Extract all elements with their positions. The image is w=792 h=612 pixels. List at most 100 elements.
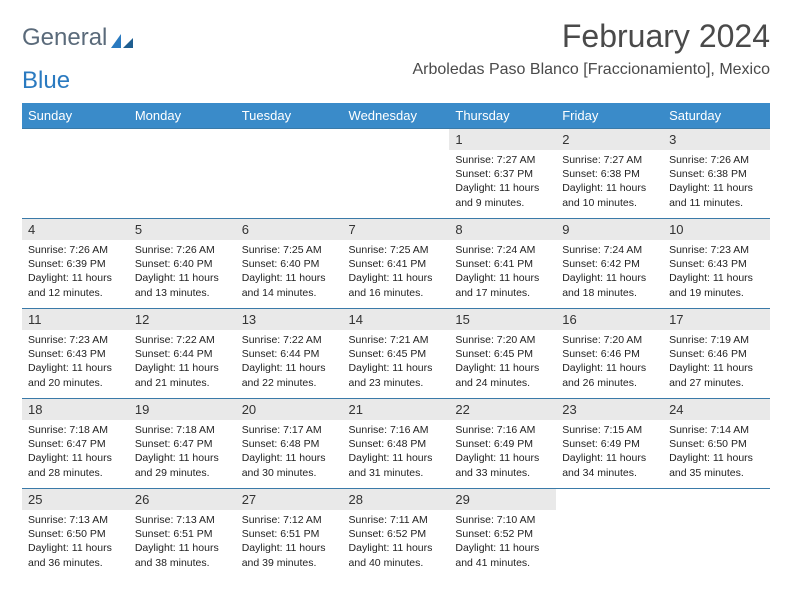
day-number: 28 [343,489,450,510]
day-number: 3 [663,129,770,150]
day-number: 27 [236,489,343,510]
calendar-week: 4Sunrise: 7:26 AMSunset: 6:39 PMDaylight… [22,219,770,309]
day-details: Sunrise: 7:11 AMSunset: 6:52 PMDaylight:… [343,510,450,576]
calendar-cell [343,129,450,219]
day-number: 17 [663,309,770,330]
calendar-cell: 1Sunrise: 7:27 AMSunset: 6:37 PMDaylight… [449,129,556,219]
weekday-header: Sunday [22,103,129,129]
calendar-head: SundayMondayTuesdayWednesdayThursdayFrid… [22,103,770,129]
logo-sail-icon [109,29,135,47]
weekday-header: Tuesday [236,103,343,129]
day-number: 22 [449,399,556,420]
day-number: 25 [22,489,129,510]
weekday-header: Friday [556,103,663,129]
calendar-week: 1Sunrise: 7:27 AMSunset: 6:37 PMDaylight… [22,129,770,219]
calendar-week: 18Sunrise: 7:18 AMSunset: 6:47 PMDayligh… [22,399,770,489]
calendar-cell: 25Sunrise: 7:13 AMSunset: 6:50 PMDayligh… [22,489,129,579]
logo: General [22,18,135,52]
day-number: 9 [556,219,663,240]
logo-text-a: General [22,24,107,52]
location-subtitle: Arboledas Paso Blanco [Fraccionamiento],… [412,61,770,79]
day-details: Sunrise: 7:23 AMSunset: 6:43 PMDaylight:… [663,240,770,306]
day-number: 18 [22,399,129,420]
day-details: Sunrise: 7:24 AMSunset: 6:41 PMDaylight:… [449,240,556,306]
calendar-cell: 19Sunrise: 7:18 AMSunset: 6:47 PMDayligh… [129,399,236,489]
calendar-cell: 5Sunrise: 7:26 AMSunset: 6:40 PMDaylight… [129,219,236,309]
calendar-cell: 7Sunrise: 7:25 AMSunset: 6:41 PMDaylight… [343,219,450,309]
day-details: Sunrise: 7:22 AMSunset: 6:44 PMDaylight:… [129,330,236,396]
calendar-cell: 17Sunrise: 7:19 AMSunset: 6:46 PMDayligh… [663,309,770,399]
day-number: 21 [343,399,450,420]
day-details: Sunrise: 7:20 AMSunset: 6:45 PMDaylight:… [449,330,556,396]
calendar-cell: 12Sunrise: 7:22 AMSunset: 6:44 PMDayligh… [129,309,236,399]
day-details: Sunrise: 7:12 AMSunset: 6:51 PMDaylight:… [236,510,343,576]
calendar-cell: 28Sunrise: 7:11 AMSunset: 6:52 PMDayligh… [343,489,450,579]
day-number: 5 [129,219,236,240]
day-details: Sunrise: 7:14 AMSunset: 6:50 PMDaylight:… [663,420,770,486]
weekday-header: Thursday [449,103,556,129]
day-number: 26 [129,489,236,510]
day-details: Sunrise: 7:24 AMSunset: 6:42 PMDaylight:… [556,240,663,306]
calendar-cell: 11Sunrise: 7:23 AMSunset: 6:43 PMDayligh… [22,309,129,399]
day-details: Sunrise: 7:18 AMSunset: 6:47 PMDaylight:… [129,420,236,486]
month-title: February 2024 [412,18,770,55]
calendar-cell: 21Sunrise: 7:16 AMSunset: 6:48 PMDayligh… [343,399,450,489]
day-number: 23 [556,399,663,420]
day-details: Sunrise: 7:18 AMSunset: 6:47 PMDaylight:… [22,420,129,486]
day-details: Sunrise: 7:13 AMSunset: 6:51 PMDaylight:… [129,510,236,576]
calendar-cell: 24Sunrise: 7:14 AMSunset: 6:50 PMDayligh… [663,399,770,489]
day-details: Sunrise: 7:21 AMSunset: 6:45 PMDaylight:… [343,330,450,396]
calendar-cell: 2Sunrise: 7:27 AMSunset: 6:38 PMDaylight… [556,129,663,219]
calendar-cell: 20Sunrise: 7:17 AMSunset: 6:48 PMDayligh… [236,399,343,489]
day-number: 2 [556,129,663,150]
calendar-table: SundayMondayTuesdayWednesdayThursdayFrid… [22,103,770,579]
day-number: 1 [449,129,556,150]
day-number: 15 [449,309,556,330]
day-number: 7 [343,219,450,240]
day-details: Sunrise: 7:26 AMSunset: 6:40 PMDaylight:… [129,240,236,306]
day-number: 10 [663,219,770,240]
calendar-cell: 26Sunrise: 7:13 AMSunset: 6:51 PMDayligh… [129,489,236,579]
calendar-cell: 6Sunrise: 7:25 AMSunset: 6:40 PMDaylight… [236,219,343,309]
day-number: 19 [129,399,236,420]
day-details: Sunrise: 7:26 AMSunset: 6:39 PMDaylight:… [22,240,129,306]
calendar-cell: 15Sunrise: 7:20 AMSunset: 6:45 PMDayligh… [449,309,556,399]
calendar-cell [663,489,770,579]
calendar-cell: 8Sunrise: 7:24 AMSunset: 6:41 PMDaylight… [449,219,556,309]
calendar-cell: 22Sunrise: 7:16 AMSunset: 6:49 PMDayligh… [449,399,556,489]
weekday-header: Wednesday [343,103,450,129]
calendar-cell: 23Sunrise: 7:15 AMSunset: 6:49 PMDayligh… [556,399,663,489]
calendar-cell: 9Sunrise: 7:24 AMSunset: 6:42 PMDaylight… [556,219,663,309]
day-details: Sunrise: 7:19 AMSunset: 6:46 PMDaylight:… [663,330,770,396]
calendar-cell: 13Sunrise: 7:22 AMSunset: 6:44 PMDayligh… [236,309,343,399]
calendar-cell: 3Sunrise: 7:26 AMSunset: 6:38 PMDaylight… [663,129,770,219]
day-number: 14 [343,309,450,330]
day-number: 12 [129,309,236,330]
calendar-cell: 10Sunrise: 7:23 AMSunset: 6:43 PMDayligh… [663,219,770,309]
day-details: Sunrise: 7:25 AMSunset: 6:40 PMDaylight:… [236,240,343,306]
calendar-cell: 14Sunrise: 7:21 AMSunset: 6:45 PMDayligh… [343,309,450,399]
day-details: Sunrise: 7:23 AMSunset: 6:43 PMDaylight:… [22,330,129,396]
day-details: Sunrise: 7:20 AMSunset: 6:46 PMDaylight:… [556,330,663,396]
calendar-cell: 18Sunrise: 7:18 AMSunset: 6:47 PMDayligh… [22,399,129,489]
day-number: 4 [22,219,129,240]
day-details: Sunrise: 7:17 AMSunset: 6:48 PMDaylight:… [236,420,343,486]
day-number: 6 [236,219,343,240]
calendar-week: 25Sunrise: 7:13 AMSunset: 6:50 PMDayligh… [22,489,770,579]
calendar-cell [129,129,236,219]
day-number: 20 [236,399,343,420]
day-number: 24 [663,399,770,420]
calendar-cell: 4Sunrise: 7:26 AMSunset: 6:39 PMDaylight… [22,219,129,309]
day-details: Sunrise: 7:15 AMSunset: 6:49 PMDaylight:… [556,420,663,486]
day-details: Sunrise: 7:13 AMSunset: 6:50 PMDaylight:… [22,510,129,576]
day-number: 11 [22,309,129,330]
day-details: Sunrise: 7:27 AMSunset: 6:38 PMDaylight:… [556,150,663,216]
title-block: February 2024 Arboledas Paso Blanco [Fra… [412,18,770,79]
day-number: 16 [556,309,663,330]
calendar-cell [556,489,663,579]
logo-text-b: Blue [22,67,70,95]
day-details: Sunrise: 7:27 AMSunset: 6:37 PMDaylight:… [449,150,556,216]
weekday-header: Saturday [663,103,770,129]
day-number: 29 [449,489,556,510]
day-number: 13 [236,309,343,330]
